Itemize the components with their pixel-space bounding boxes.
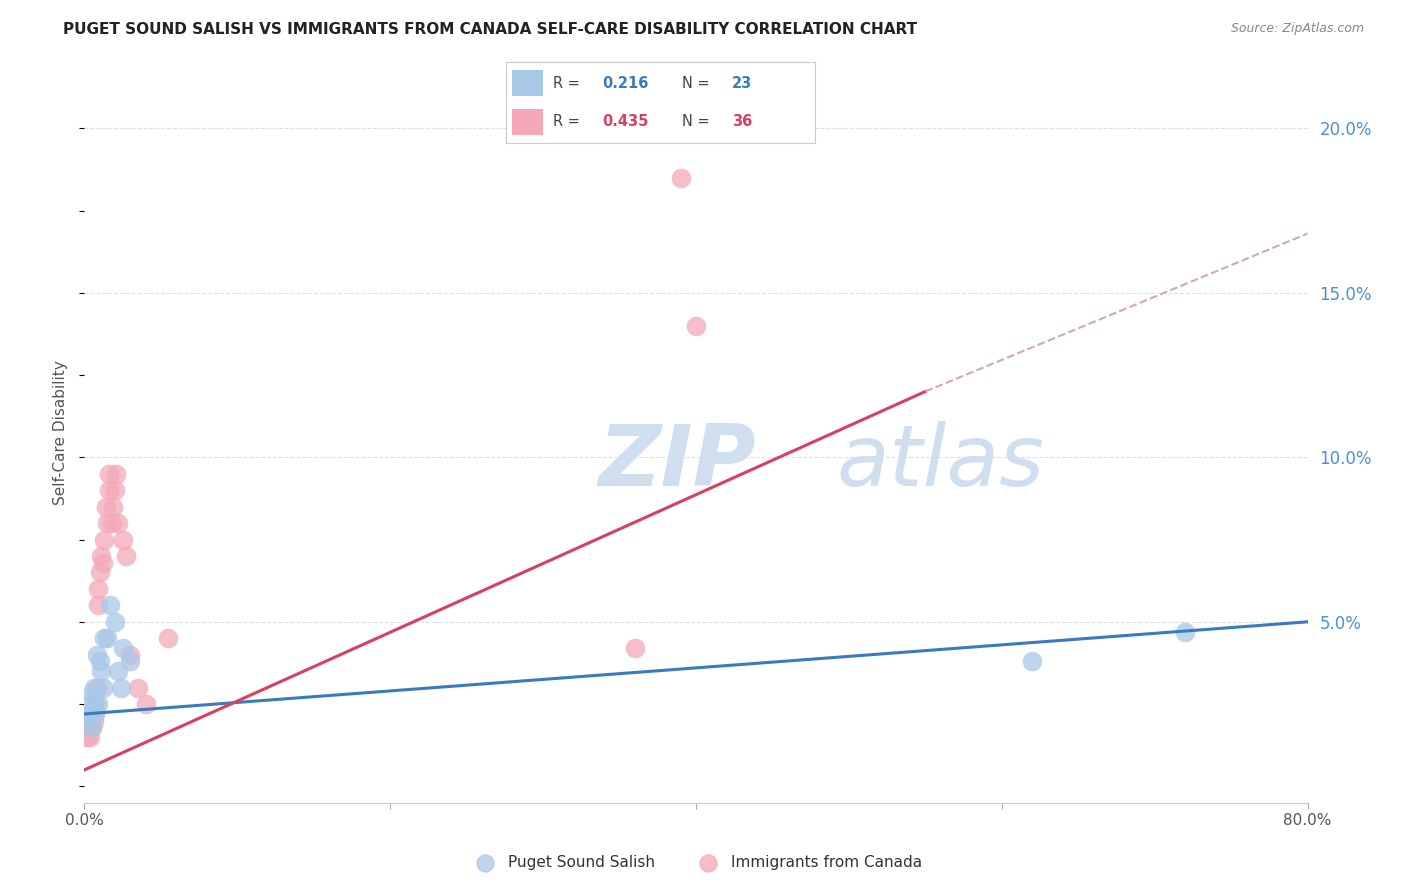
Point [80, 687, 103, 701]
Text: 23: 23 [733, 76, 752, 91]
Point [84, 697, 107, 711]
Point [120, 648, 142, 662]
Point [84, 706, 107, 721]
Text: ZIP: ZIP [598, 421, 756, 504]
Point [77, 720, 100, 734]
Point [91, 681, 114, 695]
Point [77, 706, 100, 721]
Point [98, 599, 121, 613]
Point [107, 664, 129, 678]
Point [90, 549, 112, 563]
Point [80, 720, 103, 734]
Point [135, 697, 157, 711]
Text: N =: N = [682, 114, 714, 129]
Point [83, 706, 105, 721]
Point [94, 500, 117, 514]
Point [105, 467, 128, 481]
Point [89, 654, 111, 668]
FancyBboxPatch shape [512, 109, 543, 135]
Point [79, 730, 101, 744]
Legend: Puget Sound Salish, Immigrants from Canada: Puget Sound Salish, Immigrants from Cana… [464, 849, 928, 877]
Point [111, 641, 134, 656]
Point [84, 697, 107, 711]
Point [96, 516, 118, 530]
Point [1021, 654, 1043, 668]
Point [120, 654, 142, 668]
Point [97, 483, 120, 498]
Text: Source: ZipAtlas.com: Source: ZipAtlas.com [1230, 22, 1364, 36]
Y-axis label: Self-Care Disability: Self-Care Disability [53, 360, 69, 505]
Text: 0.435: 0.435 [602, 114, 648, 129]
Text: R =: R = [553, 76, 583, 91]
Point [97, 467, 120, 481]
Point [83, 681, 105, 695]
Point [87, 599, 110, 613]
Point [83, 714, 105, 728]
Point [107, 516, 129, 530]
Point [624, 641, 647, 656]
Point [76, 714, 98, 728]
Point [93, 632, 115, 646]
Point [96, 632, 118, 646]
FancyBboxPatch shape [512, 70, 543, 96]
Point [87, 582, 110, 596]
Point [87, 697, 110, 711]
Point [80, 706, 103, 721]
Point [685, 318, 707, 333]
Point [76, 730, 98, 744]
Point [104, 483, 127, 498]
Point [77, 714, 100, 728]
Point [110, 681, 132, 695]
Point [101, 516, 124, 530]
Point [157, 632, 180, 646]
Point [103, 500, 125, 514]
Text: N =: N = [682, 76, 714, 91]
Point [86, 681, 108, 695]
Point [104, 615, 127, 629]
Text: 0.216: 0.216 [602, 76, 648, 91]
Text: PUGET SOUND SALISH VS IMMIGRANTS FROM CANADA SELF-CARE DISABILITY CORRELATION CH: PUGET SOUND SALISH VS IMMIGRANTS FROM CA… [63, 22, 917, 37]
Point [91, 556, 114, 570]
Text: 36: 36 [733, 114, 752, 129]
Point [111, 533, 134, 547]
Point [89, 566, 111, 580]
Point [79, 697, 101, 711]
Point [669, 170, 692, 185]
Point [93, 533, 115, 547]
Text: R =: R = [553, 114, 583, 129]
Text: atlas: atlas [837, 421, 1045, 504]
Point [114, 549, 136, 563]
Point [80, 720, 103, 734]
Point [86, 648, 108, 662]
Point [90, 664, 112, 678]
Point [1174, 624, 1197, 639]
Point [79, 706, 101, 721]
Point [84, 697, 107, 711]
Point [127, 681, 149, 695]
